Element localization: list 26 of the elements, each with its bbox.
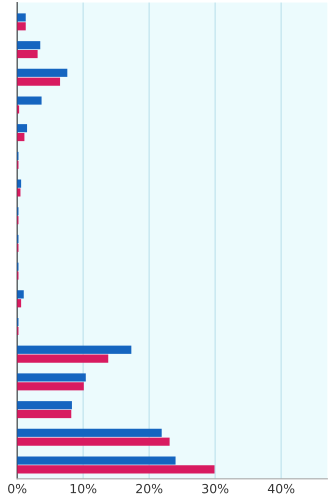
bar — [17, 41, 40, 50]
bar — [17, 346, 132, 354]
bar — [17, 456, 176, 465]
x-tick-label: 20% — [136, 484, 162, 494]
bar — [17, 13, 26, 22]
bar — [17, 354, 108, 363]
bar — [17, 124, 28, 132]
x-tick-label: 10% — [70, 484, 96, 494]
x-tick-label: 40% — [268, 484, 294, 494]
bar — [17, 133, 24, 142]
bar — [17, 373, 86, 382]
bar — [17, 465, 214, 474]
bar — [17, 410, 72, 418]
bar — [17, 50, 38, 58]
bar — [17, 290, 24, 298]
bar — [17, 78, 60, 86]
bar — [17, 382, 84, 390]
bar — [17, 428, 162, 437]
x-tick-label: 30% — [202, 484, 228, 494]
bar — [17, 96, 42, 105]
bar — [17, 299, 22, 308]
bar — [17, 438, 170, 446]
bar — [17, 401, 72, 410]
bar — [17, 22, 26, 30]
bar — [17, 68, 68, 77]
x-tick-label: 0% — [8, 484, 26, 494]
